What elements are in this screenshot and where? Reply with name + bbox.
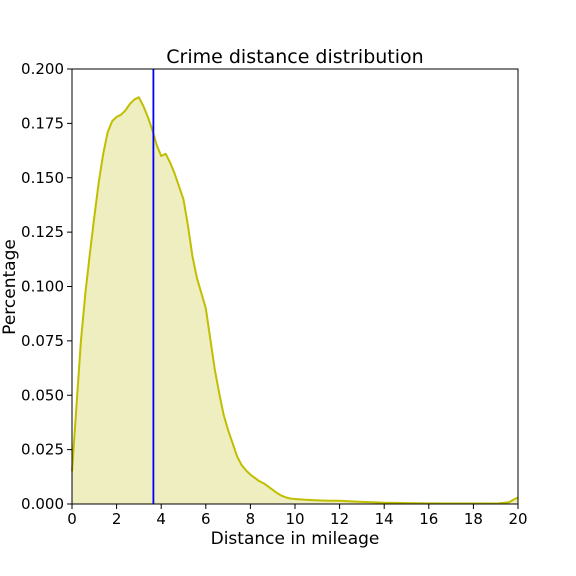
- y-tick-label: 0.175: [21, 114, 64, 132]
- x-tick-label: 16: [419, 510, 438, 528]
- y-tick-label: 0.075: [21, 332, 64, 350]
- x-tick-label: 2: [112, 510, 122, 528]
- x-tick-label: 18: [464, 510, 483, 528]
- x-tick-label: 8: [246, 510, 256, 528]
- y-tick-label: 0.150: [21, 169, 64, 187]
- x-tick-label: 6: [201, 510, 211, 528]
- y-axis-label: Percentage: [0, 239, 20, 335]
- distribution-curve: [71, 96, 519, 505]
- x-tick-label: 20: [508, 510, 527, 528]
- x-tick-label: 12: [330, 510, 349, 528]
- y-tick-label: 0.200: [21, 60, 64, 78]
- chart-title: Crime distance distribution: [166, 46, 423, 68]
- y-tick-label: 0.050: [21, 386, 64, 404]
- x-axis-ticks: 0 2 4 6 8 10 12 14 16 18 20: [67, 504, 528, 528]
- x-tick-label: 4: [156, 510, 166, 528]
- y-tick-label: 0.100: [21, 278, 64, 296]
- y-tick-label: 0.125: [21, 223, 64, 241]
- distribution-area-fill: [72, 97, 518, 504]
- x-axis-label: Distance in mileage: [211, 529, 380, 549]
- x-tick-label: 10: [285, 510, 304, 528]
- y-tick-label: 0.000: [21, 495, 64, 513]
- y-axis-ticks: 0.000 0.025 0.050 0.075 0.100 0.125 0.150 0.175…: [21, 60, 72, 513]
- x-tick-label: 0: [67, 510, 77, 528]
- x-tick-label: 14: [375, 510, 394, 528]
- y-tick-label: 0.025: [21, 441, 64, 459]
- plot-frame: [71, 68, 519, 505]
